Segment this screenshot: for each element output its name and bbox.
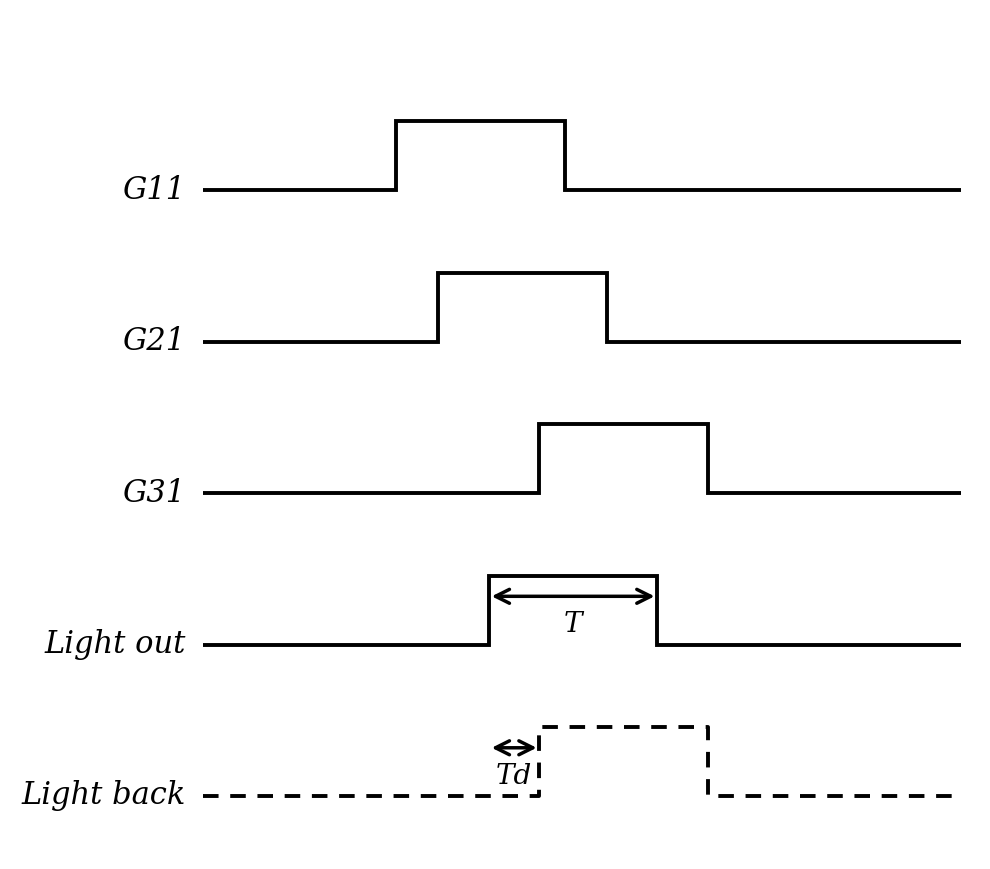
Text: G21: G21 — [123, 326, 186, 357]
Text: Light out: Light out — [45, 629, 186, 660]
Text: Light back: Light back — [22, 780, 186, 812]
Text: T: T — [564, 612, 582, 639]
Text: G11: G11 — [123, 175, 186, 206]
Text: Td: Td — [496, 763, 533, 790]
Text: G31: G31 — [123, 478, 186, 508]
